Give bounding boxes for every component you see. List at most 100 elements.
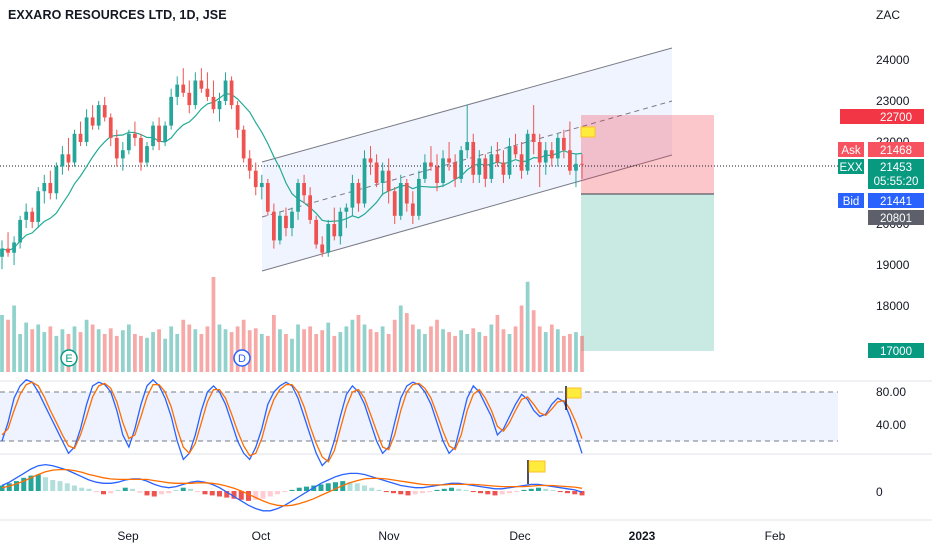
candle-body xyxy=(102,105,107,118)
volume-bar xyxy=(72,326,77,372)
volume-bar xyxy=(308,326,312,372)
flag-icon[interactable] xyxy=(580,126,596,138)
volume-bar xyxy=(145,337,149,372)
macd-histogram-bar xyxy=(296,487,302,491)
candle-body xyxy=(362,158,367,204)
candle-body xyxy=(453,162,457,179)
macd-histogram-bar xyxy=(253,491,259,500)
candle-body xyxy=(151,125,155,147)
candle-body xyxy=(235,105,240,130)
macd-histogram-bar xyxy=(354,483,360,491)
candle-body xyxy=(483,158,488,179)
volume-bar xyxy=(284,334,288,372)
candle-body xyxy=(507,146,512,175)
volume-bar xyxy=(501,329,506,372)
candle-body xyxy=(36,191,41,222)
risk-zone[interactable] xyxy=(581,115,714,194)
volume-bar xyxy=(169,326,174,372)
price-tick-label: 23000 xyxy=(876,94,910,108)
volume-bar xyxy=(6,319,10,372)
channel-upper-line[interactable] xyxy=(261,47,673,163)
volume-bar xyxy=(362,324,367,372)
flag-icon[interactable] xyxy=(528,460,546,473)
candle-body xyxy=(374,162,379,183)
last-price-tag xyxy=(868,159,924,189)
candle-body xyxy=(90,117,95,126)
macd-histogram-bar xyxy=(246,491,251,501)
candle-body xyxy=(555,137,560,159)
volume-bar xyxy=(114,335,119,372)
stoch-level-40: 40.00 xyxy=(876,418,906,432)
volume-bar xyxy=(483,335,488,372)
candle-body xyxy=(24,211,29,220)
macd-histogram-bar xyxy=(565,491,570,494)
candle-body xyxy=(429,162,433,167)
channel-lower-line[interactable] xyxy=(261,154,673,272)
volume-bar xyxy=(513,326,518,372)
candle-body xyxy=(60,154,65,167)
time-tick-label: Feb xyxy=(765,529,786,543)
macd-histogram-bar xyxy=(64,483,70,491)
price-tick-label: 19000 xyxy=(876,258,910,272)
macd-histogram-bar xyxy=(115,489,121,491)
macd-histogram-bar xyxy=(202,491,208,495)
time-tick-label: Sep xyxy=(117,529,139,543)
symbol-tag xyxy=(838,159,864,174)
volume-bars xyxy=(0,277,584,372)
volume-bar xyxy=(78,332,83,372)
macd-histogram-bar xyxy=(456,488,462,491)
volume-bar xyxy=(253,328,258,372)
candle-body xyxy=(441,158,445,183)
volume-bar xyxy=(580,335,584,372)
volume-bar xyxy=(537,326,542,372)
macd-histogram-bar xyxy=(209,491,215,496)
candle-body xyxy=(54,166,59,194)
volume-bar xyxy=(272,315,276,372)
macd-histogram-bar xyxy=(50,480,56,491)
bid-tag xyxy=(868,193,924,208)
macd-histogram-bar xyxy=(369,487,375,491)
volume-bar xyxy=(54,335,59,372)
macd-histogram-bar xyxy=(536,487,541,491)
candle-body xyxy=(265,183,270,212)
dividend-marker-label: D xyxy=(238,353,246,365)
price-tick-label: 18000 xyxy=(876,299,910,313)
reward-zone[interactable] xyxy=(581,194,714,351)
candle-body xyxy=(247,158,252,171)
volume-bar xyxy=(374,332,379,372)
earnings-marker-label: E xyxy=(65,353,72,365)
candle-body xyxy=(489,154,494,179)
candle-body xyxy=(133,133,137,138)
macd-histogram-bar xyxy=(195,491,201,493)
candle-body xyxy=(211,96,216,110)
candle-body xyxy=(175,84,180,97)
macd-histogram-bar xyxy=(260,491,266,499)
chart-title: EXXARO RESOURCES LTD, 1D, JSE xyxy=(8,8,227,22)
volume-bar xyxy=(453,335,457,372)
target-lower-value: 17000 xyxy=(880,346,912,358)
candle-body xyxy=(181,84,186,93)
channel-median-line[interactable] xyxy=(261,100,673,218)
macd-histogram-bar xyxy=(405,491,411,496)
macd-histogram-bar xyxy=(72,485,77,491)
volume-bar xyxy=(555,329,560,372)
macd-histogram-bar xyxy=(362,485,367,491)
candle-body xyxy=(477,158,482,175)
volume-bar xyxy=(519,305,524,372)
volume-bar xyxy=(447,332,451,372)
macd-histogram-bar xyxy=(289,489,295,491)
flag-icon[interactable] xyxy=(566,387,582,399)
time-axis[interactable]: Sep Oct Nov Dec 2023 Feb xyxy=(117,529,785,543)
candle-body xyxy=(12,242,16,253)
candle-body xyxy=(30,211,35,222)
volume-bar xyxy=(338,332,343,372)
earnings-marker[interactable]: E xyxy=(60,349,78,367)
candle-body xyxy=(157,125,161,142)
volume-bar xyxy=(36,324,41,372)
volume-bar xyxy=(392,319,397,372)
macd-histogram-bar xyxy=(383,491,389,493)
dividend-marker[interactable]: D xyxy=(233,349,251,367)
candle-body xyxy=(308,195,312,220)
volume-bar xyxy=(84,319,89,372)
